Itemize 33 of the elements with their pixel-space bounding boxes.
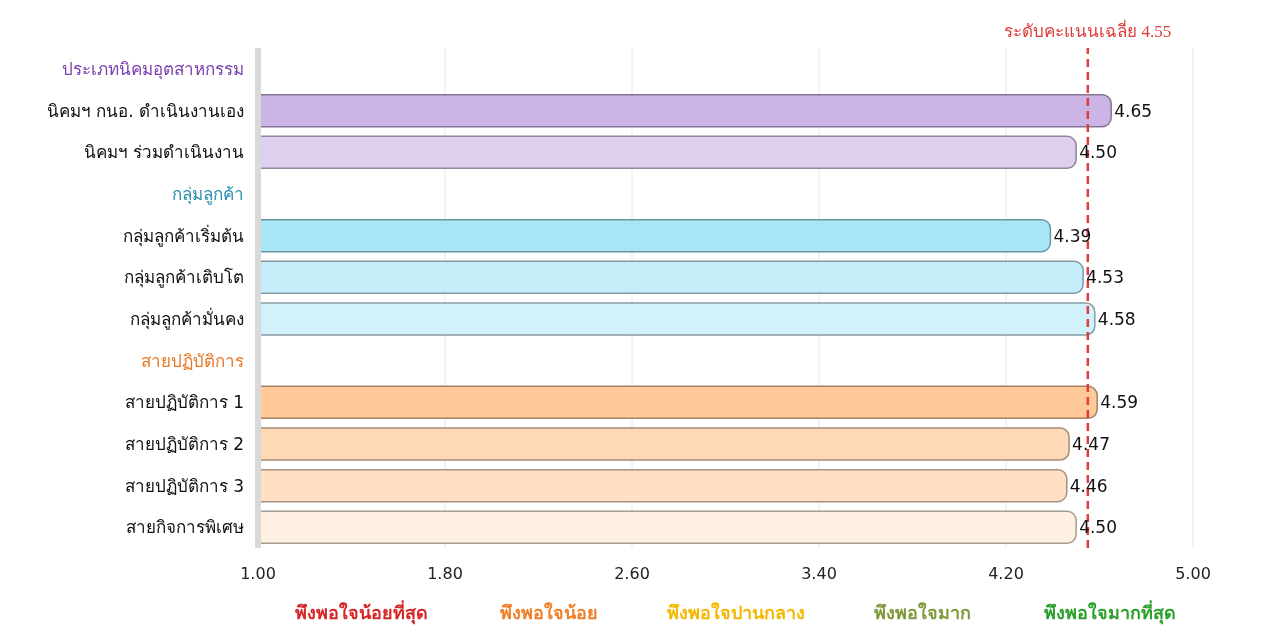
- x-tick-label: 2.60: [614, 564, 650, 584]
- x-tick-label: 3.40: [801, 564, 837, 584]
- y-tick-label: กลุ่มลูกค้า: [172, 183, 244, 205]
- data-label: 4.58: [1097, 309, 1136, 330]
- text: พึงพอใจมากที่สุด: [1042, 599, 1177, 627]
- y-tick-label: สายกิจการพิเศษ: [126, 517, 244, 538]
- y-tick-label: กลุ่มลูกค้ามั่นคง: [130, 306, 244, 330]
- y-tick-label: สายปฏิบัติการ 1: [124, 392, 244, 413]
- y-tick-label: กลุ่มลูกค้าเติบโต: [124, 267, 244, 289]
- y-tick-label: สายปฏิบัติการ 3: [124, 475, 244, 496]
- data-label: 4.65: [1114, 100, 1153, 121]
- data-label: 4.39: [1053, 225, 1092, 246]
- x-tick-label: 4.20: [988, 564, 1024, 584]
- x-tick-label: 5.00: [1175, 564, 1211, 584]
- y-tick-label: ประเภทนิคมอุตสาหกรรม: [62, 58, 244, 80]
- text: พึงพอใจปานกลาง: [665, 601, 806, 625]
- data-label: 4.50: [1079, 517, 1117, 538]
- y-tick-label: สายปฏิบัติการ: [141, 350, 244, 371]
- y-tick-label: นิคมฯ กนอ. ดำเนินงานเอง: [46, 100, 244, 121]
- y-tick-label: นิคมฯ ร่วมดำเนินงาน: [83, 142, 244, 163]
- text: พึงพอใจมาก: [873, 601, 972, 625]
- ref-line-label: ระดับคะแนนเฉลี่ย 4.55: [1004, 19, 1172, 41]
- y-tick-label: สายปฏิบัติการ 2: [124, 433, 244, 454]
- data-label: 4.59: [1100, 392, 1139, 413]
- x-tick-label: 1.00: [240, 564, 276, 584]
- y-tick-label: กลุ่มลูกค้าเริ่มต้น: [123, 223, 244, 247]
- data-label: 4.50: [1079, 142, 1117, 163]
- data-label: 4.47: [1072, 434, 1110, 455]
- text: พึงพอใจน้อยที่สุด: [294, 599, 429, 627]
- data-label: 4.53: [1086, 267, 1124, 288]
- text: พึงพอใจน้อย: [498, 601, 599, 625]
- data-label: 4.46: [1069, 475, 1108, 496]
- x-tick-label: 1.80: [427, 564, 463, 584]
